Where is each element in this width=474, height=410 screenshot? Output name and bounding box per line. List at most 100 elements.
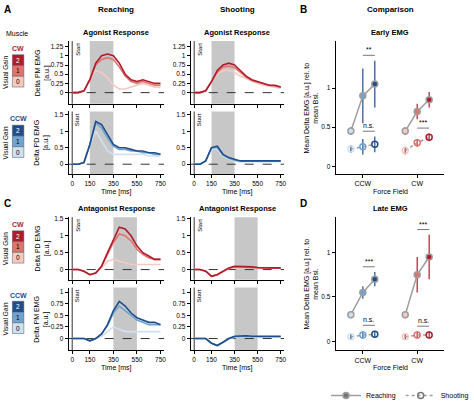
svg-text:Antagonist Response: Antagonist Response bbox=[78, 204, 155, 213]
svg-text:0.5: 0.5 bbox=[176, 70, 185, 77]
svg-text:0.5: 0.5 bbox=[321, 293, 330, 300]
svg-text:CW: CW bbox=[12, 221, 24, 228]
svg-text:1: 1 bbox=[182, 128, 186, 135]
svg-text:n.s.: n.s. bbox=[418, 317, 429, 324]
svg-text:150: 150 bbox=[84, 180, 95, 187]
svg-text:150: 150 bbox=[84, 356, 95, 363]
svg-text:0.25: 0.25 bbox=[51, 323, 64, 330]
svg-text:0.5: 0.5 bbox=[54, 70, 63, 77]
svg-text:Agonist Response: Agonist Response bbox=[204, 28, 270, 37]
svg-text:0.5: 0.5 bbox=[321, 123, 330, 130]
svg-text:Reaching: Reaching bbox=[98, 5, 134, 14]
svg-text:550: 550 bbox=[132, 356, 143, 363]
svg-text:n.s.: n.s. bbox=[363, 122, 374, 129]
svg-text:0: 0 bbox=[182, 335, 186, 342]
svg-text:n.s.: n.s. bbox=[363, 316, 374, 323]
svg-text:Start: Start bbox=[74, 289, 80, 302]
svg-text:CW: CW bbox=[411, 180, 423, 187]
svg-text:0: 0 bbox=[16, 254, 20, 261]
svg-text:Delta PD EMG[a.u.]: Delta PD EMG[a.u.] bbox=[34, 225, 51, 271]
svg-text:Start: Start bbox=[196, 113, 202, 126]
svg-text:1: 1 bbox=[16, 314, 20, 321]
svg-text:0: 0 bbox=[16, 149, 20, 156]
svg-text:350: 350 bbox=[108, 356, 119, 363]
svg-text:Mean Delta EMG [a.u.] rel. tom: Mean Delta EMG [a.u.] rel. tomean Bsl. bbox=[303, 239, 319, 330]
svg-text:Visual Gain: Visual Gain bbox=[2, 56, 9, 90]
svg-text:2: 2 bbox=[16, 233, 20, 240]
svg-text:750: 750 bbox=[155, 180, 166, 187]
svg-text:Visual Gain: Visual Gain bbox=[2, 126, 9, 160]
svg-text:C: C bbox=[4, 198, 11, 209]
svg-text:Start: Start bbox=[196, 289, 202, 302]
svg-text:Late EMG: Late EMG bbox=[373, 204, 408, 213]
svg-text:CW: CW bbox=[411, 357, 423, 364]
svg-text:Antagonist Response: Antagonist Response bbox=[199, 204, 276, 213]
svg-text:Visual Gain: Visual Gain bbox=[2, 232, 9, 266]
svg-text:0: 0 bbox=[70, 356, 74, 363]
svg-text:150: 150 bbox=[206, 180, 217, 187]
svg-text:Early EMG: Early EMG bbox=[371, 28, 409, 37]
svg-text:0: 0 bbox=[192, 180, 196, 187]
svg-text:Start: Start bbox=[197, 219, 203, 232]
svg-text:**: ** bbox=[366, 46, 372, 53]
svg-text:Delta PM EMG[a.u.]: Delta PM EMG[a.u.] bbox=[34, 50, 51, 97]
svg-text:1: 1 bbox=[16, 243, 20, 250]
svg-text:550: 550 bbox=[252, 356, 263, 363]
svg-text:0: 0 bbox=[192, 356, 196, 363]
svg-text:0: 0 bbox=[327, 163, 331, 170]
svg-text:Start: Start bbox=[75, 219, 81, 232]
svg-text:0.5: 0.5 bbox=[54, 144, 63, 151]
svg-text:***: *** bbox=[419, 119, 427, 126]
svg-text:0.5: 0.5 bbox=[54, 249, 63, 256]
svg-text:0.75: 0.75 bbox=[51, 300, 64, 307]
svg-text:0: 0 bbox=[327, 338, 331, 345]
svg-text:0: 0 bbox=[60, 335, 64, 342]
svg-text:1.25: 1.25 bbox=[51, 43, 64, 50]
svg-text:CW: CW bbox=[12, 45, 24, 52]
svg-text:0.75: 0.75 bbox=[173, 61, 186, 68]
svg-text:1: 1 bbox=[60, 288, 64, 295]
svg-text:0: 0 bbox=[60, 160, 64, 167]
svg-text:1: 1 bbox=[60, 232, 64, 239]
svg-text:D: D bbox=[300, 198, 307, 209]
svg-text:CCW: CCW bbox=[10, 292, 27, 299]
svg-text:2: 2 bbox=[16, 303, 20, 310]
svg-text:1: 1 bbox=[60, 52, 64, 59]
svg-text:1: 1 bbox=[182, 288, 186, 295]
svg-text:1.5: 1.5 bbox=[176, 215, 185, 222]
svg-text:0.5: 0.5 bbox=[54, 312, 63, 319]
svg-text:B: B bbox=[300, 4, 307, 15]
svg-text:350: 350 bbox=[229, 356, 240, 363]
svg-text:Reaching: Reaching bbox=[366, 392, 396, 400]
svg-text:Muscle: Muscle bbox=[6, 30, 28, 37]
svg-text:1: 1 bbox=[182, 52, 186, 59]
svg-text:0.5: 0.5 bbox=[176, 312, 185, 319]
svg-text:Start: Start bbox=[74, 113, 80, 126]
svg-text:0.25: 0.25 bbox=[51, 80, 64, 87]
svg-text:Time [ms]: Time [ms] bbox=[222, 364, 253, 372]
svg-text:0.5: 0.5 bbox=[176, 249, 185, 256]
svg-text:Agonist Response: Agonist Response bbox=[83, 28, 149, 37]
svg-text:A: A bbox=[4, 4, 11, 15]
svg-text:0: 0 bbox=[60, 89, 64, 96]
svg-text:750: 750 bbox=[155, 356, 166, 363]
svg-text:***: *** bbox=[419, 221, 427, 228]
svg-text:550: 550 bbox=[132, 180, 143, 187]
svg-text:Start: Start bbox=[197, 43, 203, 56]
svg-text:1: 1 bbox=[327, 249, 331, 256]
svg-text:Force Field: Force Field bbox=[373, 364, 408, 371]
svg-text:1: 1 bbox=[327, 84, 331, 91]
svg-text:CCW: CCW bbox=[354, 357, 371, 364]
svg-text:1: 1 bbox=[16, 138, 20, 145]
svg-text:1: 1 bbox=[182, 232, 186, 239]
svg-text:0: 0 bbox=[16, 78, 20, 85]
svg-text:550: 550 bbox=[252, 180, 263, 187]
svg-text:0: 0 bbox=[70, 180, 74, 187]
svg-text:Time [ms]: Time [ms] bbox=[101, 188, 132, 196]
svg-text:1.5: 1.5 bbox=[54, 215, 63, 222]
svg-text:1.25: 1.25 bbox=[173, 43, 186, 50]
svg-text:750: 750 bbox=[275, 180, 286, 187]
svg-text:CCW: CCW bbox=[354, 180, 371, 187]
svg-text:0.25: 0.25 bbox=[173, 80, 186, 87]
svg-text:Comparison: Comparison bbox=[367, 5, 414, 14]
